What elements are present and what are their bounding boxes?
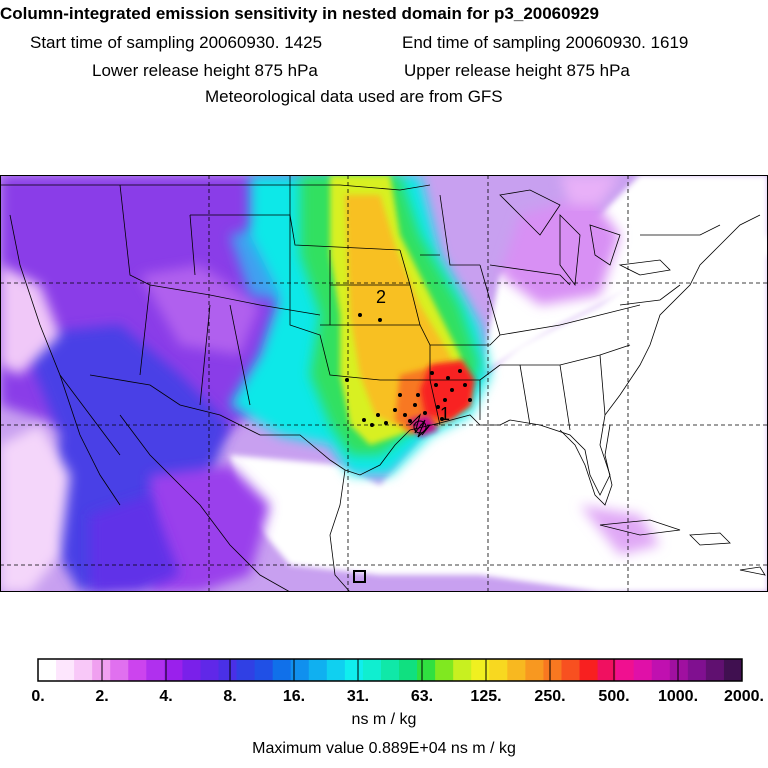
colorbar-tick-label: 8. xyxy=(223,688,236,705)
colorbar-cell xyxy=(471,659,490,681)
colorbar-cell xyxy=(110,659,129,681)
colorbar-cell xyxy=(272,659,292,681)
colorbar-cell xyxy=(489,659,508,681)
colorbar-cell xyxy=(326,659,346,681)
end-time-text: End time of sampling 20060930. 1619 xyxy=(402,33,689,52)
colorbar-cell xyxy=(723,659,743,681)
colorbar-tick-label: 500. xyxy=(598,688,629,705)
colorbar-cell xyxy=(399,659,418,681)
lower-release-text: Lower release height 875 hPa xyxy=(92,61,318,80)
colorbar-tick-label: 0. xyxy=(31,688,44,705)
colorbar-cell xyxy=(38,659,57,681)
colorbar-tick-label: 31. xyxy=(347,688,369,705)
colorbar-cell xyxy=(290,659,310,681)
colorbar-cell xyxy=(254,659,274,681)
marker-label-1: 1 xyxy=(440,404,450,424)
colorbar-cell xyxy=(633,659,653,681)
colorbar-cell xyxy=(615,659,635,681)
colorbar-cell xyxy=(561,659,581,681)
colorbar-cell xyxy=(417,659,436,681)
colorbar-cell xyxy=(380,659,400,681)
square-marker xyxy=(353,570,366,583)
colorbar-cell xyxy=(128,659,147,681)
colorbar-tick-label: 125. xyxy=(470,688,501,705)
colorbar-ticks: 0. 2. 4. 8. 16. 31. 63. 125. 250. 500. 1000. 2000. xyxy=(31,659,764,705)
colorbar-cells xyxy=(37,658,743,682)
colorbar-cell xyxy=(308,659,328,681)
colorbar-tick-label: 63. xyxy=(411,688,433,705)
colorbar-cell xyxy=(200,659,220,681)
colorbar-tick-label: 4. xyxy=(159,688,172,705)
colorbar-cell xyxy=(435,659,454,681)
colorbar-tick-label: 1000. xyxy=(658,688,698,705)
max-value-text: Maximum value 0.889E+04 ns m / kg xyxy=(252,740,516,757)
colorbar-cell xyxy=(669,659,689,681)
colorbar-tick-label: 250. xyxy=(534,688,565,705)
colorbar-cell xyxy=(543,659,562,681)
colorbar-cell xyxy=(597,659,617,681)
colorbar: 0. 2. 4. 8. 16. 31. 63. 125. 250. 500. 1000. 2000. xyxy=(31,658,764,705)
sensitivity-map: 1 2 xyxy=(0,175,768,592)
colorbar-cell xyxy=(687,659,707,681)
colorbar-cell xyxy=(705,659,725,681)
sampling-points xyxy=(345,313,472,427)
colorbar-cell xyxy=(164,659,183,681)
upper-release-text: Upper release height 875 hPa xyxy=(404,61,630,80)
colorbar-cell xyxy=(507,659,526,681)
colorbar-cell xyxy=(146,659,165,681)
met-data-text: Meteorological data used are from GFS xyxy=(205,87,503,106)
coastlines-and-borders xyxy=(0,175,766,592)
colorbar-tick-label: 2. xyxy=(95,688,108,705)
colorbar-cell xyxy=(525,659,544,681)
colorbar-cell xyxy=(182,659,201,681)
colorbar-cell xyxy=(56,659,75,681)
plot-title: Column-integrated emission sensitivity i… xyxy=(0,4,599,23)
marker-label-2: 2 xyxy=(376,287,386,307)
colorbar-cell xyxy=(74,659,93,681)
colorbar-tick-label: 16. xyxy=(283,688,305,705)
start-time-text: Start time of sampling 20060930. 1425 xyxy=(30,33,323,52)
colorbar-unit: ns m / kg xyxy=(351,711,417,728)
colorbar-tick-label: 2000. xyxy=(724,688,764,705)
colorbar-cell xyxy=(218,659,238,681)
sensitivity-field xyxy=(0,175,768,592)
release-point-track xyxy=(409,413,431,438)
colorbar-cell xyxy=(579,659,599,681)
colorbar-cell xyxy=(362,659,382,681)
colorbar-cell xyxy=(236,659,256,681)
colorbar-cell xyxy=(92,659,111,681)
colorbar-cell xyxy=(651,659,671,681)
colorbar-cell xyxy=(344,659,364,681)
colorbar-cell xyxy=(453,659,472,681)
